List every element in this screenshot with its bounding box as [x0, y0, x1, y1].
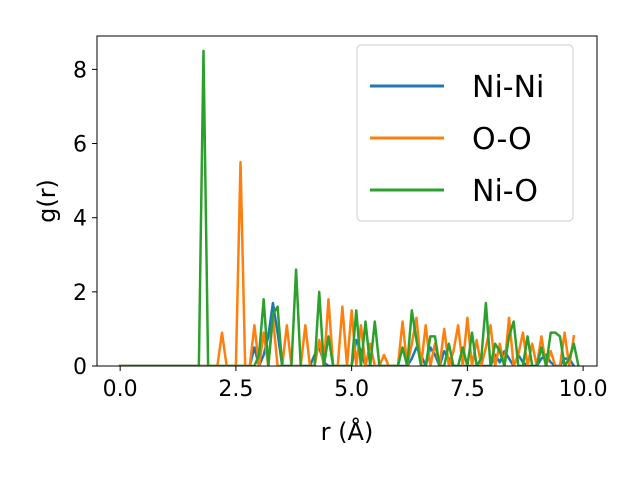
y-tick-label: 8	[73, 58, 87, 83]
y-axis-label: g(r)	[33, 179, 61, 223]
x-tick-label: 10.0	[559, 377, 608, 402]
x-axis-ticks: 0.0 2.5 5.0 7.5 10.0	[103, 366, 608, 402]
y-tick-label: 2	[73, 281, 87, 306]
x-tick-label: 7.5	[450, 377, 485, 402]
legend-box	[356, 44, 574, 222]
y-axis-ticks: 0 2 4 6 8	[73, 58, 97, 380]
legend-label: Ni-O	[472, 174, 538, 209]
x-axis-label: r (Å)	[321, 417, 374, 446]
y-tick-label: 4	[73, 207, 87, 232]
y-tick-label: 0	[73, 355, 87, 380]
x-tick-label: 5.0	[334, 377, 369, 402]
series-layer	[118, 49, 580, 366]
x-tick-label: 0.0	[103, 377, 138, 402]
x-tick-label: 2.5	[218, 377, 253, 402]
legend: Ni-Ni O-O Ni-O	[356, 44, 574, 222]
legend-label: O-O	[472, 122, 532, 157]
y-tick-label: 6	[73, 133, 87, 158]
plot-frame	[96, 35, 598, 367]
legend-label: Ni-Ni	[472, 70, 544, 105]
series-line-ni-o	[118, 49, 580, 366]
